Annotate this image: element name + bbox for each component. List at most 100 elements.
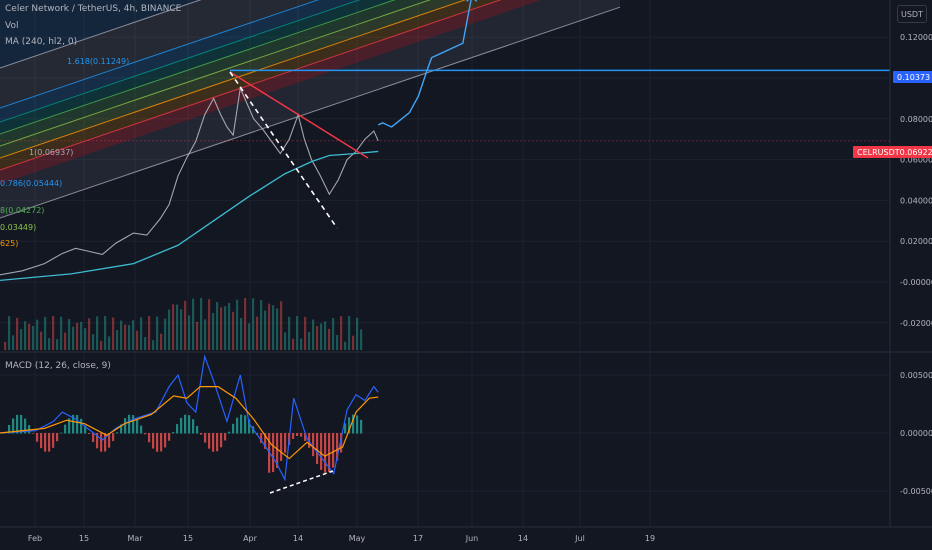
macd-histogram-bar xyxy=(164,433,167,448)
signal-line xyxy=(0,386,379,460)
ma-legend[interactable]: MA (240, hl2, 0) xyxy=(5,37,78,47)
fib-level-line xyxy=(0,0,431,147)
fib-band xyxy=(0,0,542,184)
fib-band xyxy=(0,0,620,218)
volume-bar xyxy=(240,318,243,350)
volume-bar xyxy=(44,317,47,350)
volume-bar xyxy=(20,329,23,350)
macd-histogram-bar xyxy=(120,424,123,434)
volume-bar xyxy=(64,332,67,350)
macd-histogram-bar xyxy=(24,418,27,434)
time-tick-label: 17 xyxy=(413,534,423,543)
volume-bar xyxy=(236,299,239,350)
macd-histogram-bar xyxy=(208,433,211,449)
volume-bar xyxy=(180,309,183,350)
macd-histogram-bar xyxy=(16,414,19,434)
fib-level-label: 0.03449) xyxy=(0,223,36,232)
volume-bar xyxy=(232,311,235,350)
time-tick-label: Mar xyxy=(127,534,143,543)
macd-histogram-bar xyxy=(152,433,155,449)
time-tick-label: 19 xyxy=(645,534,655,543)
macd-histogram-bar xyxy=(344,423,347,434)
macd-histogram-bar xyxy=(20,414,23,434)
macd-histogram-bar xyxy=(272,433,275,473)
volume-bar xyxy=(172,304,175,350)
volume-bar xyxy=(176,304,179,350)
volume-bar xyxy=(192,298,195,350)
price-tick-label: -0.02000 xyxy=(900,319,932,328)
volume-bar xyxy=(8,316,11,350)
macd-histogram-bar xyxy=(356,415,359,434)
volume-bar xyxy=(304,316,307,350)
volume-bar xyxy=(260,300,263,350)
macd-histogram-bar xyxy=(60,432,63,434)
volume-bar xyxy=(228,302,231,350)
volume-bar xyxy=(16,317,19,350)
macd-histogram-bar xyxy=(140,425,143,434)
macd-histogram-bar xyxy=(148,433,151,443)
drawings[interactable] xyxy=(0,0,890,229)
macd-divergence-line xyxy=(269,470,334,494)
fib-level-label: 0.786(0.05444) xyxy=(0,179,62,188)
volume-bar xyxy=(76,323,79,350)
volume-bar xyxy=(84,328,87,350)
macd-histogram-bar xyxy=(212,433,215,452)
volume-bar xyxy=(168,309,171,350)
macd-histogram-bar xyxy=(184,414,187,434)
macd-histogram-bar xyxy=(276,433,279,468)
volume-bar xyxy=(288,316,291,350)
volume-bar xyxy=(60,316,63,350)
volume-bar xyxy=(188,315,191,350)
volume-bar xyxy=(280,301,283,350)
volume-bar xyxy=(332,318,335,350)
volume-bar xyxy=(148,316,151,350)
fib-level-line xyxy=(0,0,467,159)
volume-bar xyxy=(28,323,31,350)
volume-bar xyxy=(216,302,219,350)
fib-level-label: 1(0.06937) xyxy=(29,148,73,157)
price-close-line xyxy=(0,86,379,276)
macd-histogram-bar xyxy=(332,433,335,468)
macd-histogram-bar xyxy=(232,423,235,434)
macd-histogram-bar xyxy=(48,433,51,452)
macd-histogram-bar xyxy=(300,433,303,437)
macd-histogram-bar xyxy=(124,418,127,434)
macd-histogram-bar xyxy=(248,419,251,434)
vol-legend[interactable]: Vol xyxy=(5,21,19,31)
macd-histogram-bar xyxy=(260,433,263,443)
macd-histogram-bar xyxy=(324,433,327,473)
macd-histogram-bar xyxy=(44,433,47,452)
macd-histogram-bar xyxy=(216,433,219,452)
volume-bar xyxy=(356,317,359,350)
macd-histogram-bar xyxy=(336,433,339,461)
volume-bar xyxy=(48,338,51,350)
macd-histogram-bar xyxy=(80,418,83,434)
volume-bar xyxy=(80,321,83,350)
volume-bar xyxy=(164,318,167,350)
volume-bar xyxy=(96,316,99,350)
macd-histogram-bar xyxy=(28,425,31,434)
volume-bar xyxy=(204,319,207,350)
macd-histogram-bar xyxy=(244,415,247,434)
macd-histogram-bar xyxy=(100,433,103,452)
macd-tick-label: -0.00500 xyxy=(900,487,932,496)
volume-bar xyxy=(68,319,71,350)
volume-bar xyxy=(112,317,115,350)
macd-histogram-bar xyxy=(316,433,319,464)
macd-histogram-bar xyxy=(136,418,139,434)
volume-bar xyxy=(320,323,323,350)
volume-bar xyxy=(296,316,299,350)
macd-histogram-bar xyxy=(76,414,79,434)
projection-path xyxy=(377,0,472,128)
macd-histogram-bar xyxy=(360,419,363,434)
macd-histogram-bar xyxy=(280,433,283,462)
macd-histogram-bar xyxy=(180,417,183,434)
currency-button[interactable]: USDT xyxy=(897,5,927,23)
symbol-legend[interactable]: Celer Network / TetherUS, 4h, BINANCE xyxy=(5,4,182,14)
macd-histogram-bar xyxy=(320,433,323,470)
price-tick-label: -0.00000 xyxy=(900,278,932,287)
volume-bar xyxy=(336,335,339,350)
macd-legend[interactable]: MACD (12, 26, close, 9) xyxy=(5,361,111,371)
volume-bar xyxy=(220,307,223,350)
